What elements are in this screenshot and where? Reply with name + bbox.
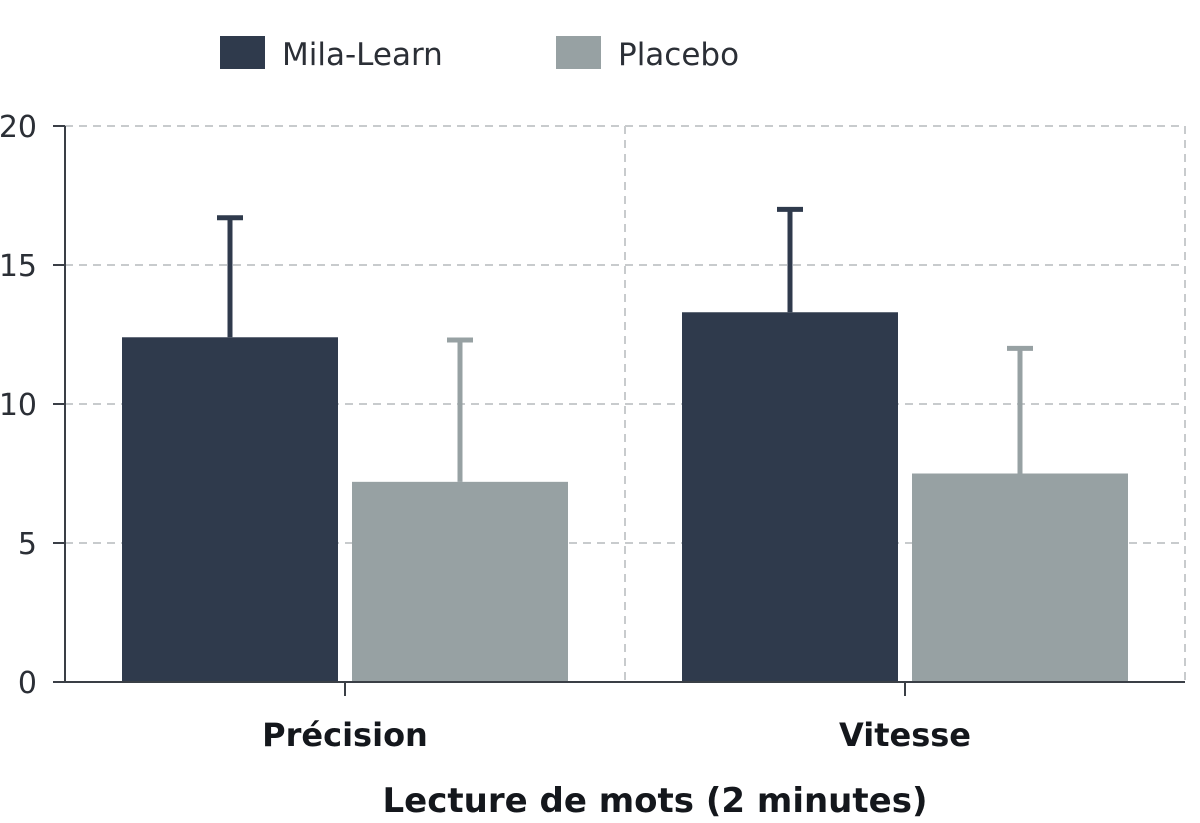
y-tick-label: 0	[18, 666, 37, 701]
legend-swatch-mila-learn	[220, 36, 265, 69]
legend-label-placebo: Placebo	[618, 37, 739, 73]
y-tick-label: 20	[0, 110, 37, 145]
bar-placebo-1	[352, 481, 568, 682]
axes	[53, 125, 1185, 696]
y-tick-label: 15	[0, 249, 37, 284]
axis-labels: 0 5 10 15 20 Précision Vitesse Lecture de mots …	[0, 110, 971, 821]
x-tick-label: Précision	[262, 716, 428, 754]
error-bars	[217, 206, 1033, 482]
y-tick-label: 10	[0, 388, 37, 423]
legend-label-mila-learn: Mila-Learn	[282, 37, 443, 73]
x-axis-title: Lecture de mots (2 minutes)	[383, 781, 928, 821]
x-tick-label: Vitesse	[839, 716, 971, 754]
bar-mila-learn-2	[682, 312, 898, 682]
bar-placebo-2	[912, 473, 1128, 682]
y-tick-label: 5	[18, 527, 37, 562]
legend-swatch-placebo	[556, 36, 601, 69]
legend: Mila-Learn Placebo	[220, 36, 739, 73]
bar-mila-learn-1	[122, 337, 338, 682]
bars	[122, 312, 1128, 682]
